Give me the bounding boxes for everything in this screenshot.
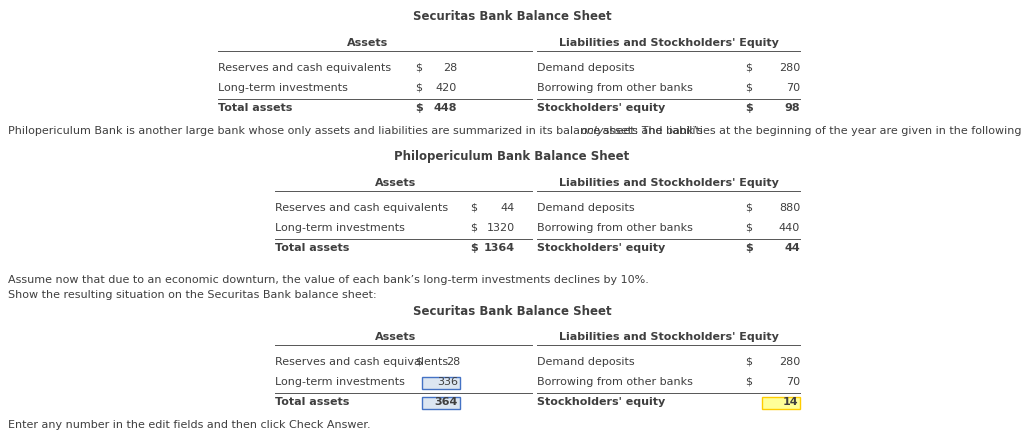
Text: Enter any number in the edit fields and then click Check Answer.: Enter any number in the edit fields and … (8, 420, 371, 430)
Text: 44: 44 (501, 203, 515, 213)
Text: 1320: 1320 (486, 223, 515, 233)
Text: $: $ (745, 203, 752, 213)
Text: Demand deposits: Demand deposits (537, 203, 635, 213)
Text: Total assets: Total assets (275, 243, 349, 253)
Text: Total assets: Total assets (275, 397, 349, 407)
Text: 44: 44 (784, 243, 800, 253)
Text: Stockholders' equity: Stockholders' equity (537, 103, 666, 113)
Text: Philopericulum Bank is another large bank whose only assets and liabilities are : Philopericulum Bank is another large ban… (8, 126, 707, 136)
Text: $: $ (415, 103, 423, 113)
Text: Assume now that due to an economic downturn, the value of each bank’s long-term : Assume now that due to an economic downt… (8, 275, 649, 285)
Text: Assets: Assets (376, 178, 417, 188)
Text: Liabilities and Stockholders' Equity: Liabilities and Stockholders' Equity (558, 332, 778, 342)
Text: $: $ (745, 103, 753, 113)
Text: Assets: Assets (347, 38, 388, 48)
Text: only: only (581, 126, 604, 136)
Text: Stockholders' equity: Stockholders' equity (537, 397, 666, 407)
Text: $: $ (470, 243, 478, 253)
Text: $: $ (745, 377, 752, 387)
Text: $: $ (415, 83, 422, 93)
Text: Long-term investments: Long-term investments (218, 83, 348, 93)
Text: 28: 28 (442, 63, 457, 73)
Bar (762, 397, 800, 409)
Text: 280: 280 (778, 63, 800, 73)
Text: $: $ (470, 223, 477, 233)
Text: 440: 440 (778, 223, 800, 233)
Text: Long-term investments: Long-term investments (275, 377, 404, 387)
Text: Demand deposits: Demand deposits (537, 63, 635, 73)
Text: Demand deposits: Demand deposits (537, 357, 635, 367)
Text: $: $ (745, 243, 753, 253)
Bar (422, 377, 460, 389)
Text: Reserves and cash equivalents: Reserves and cash equivalents (275, 357, 449, 367)
Text: Long-term investments: Long-term investments (275, 223, 404, 233)
Text: Stockholders' equity: Stockholders' equity (537, 243, 666, 253)
Text: 420: 420 (436, 83, 457, 93)
Text: $: $ (470, 203, 477, 213)
Text: 336: 336 (437, 377, 458, 387)
Text: Reserves and cash equivalents: Reserves and cash equivalents (275, 203, 449, 213)
Text: 880: 880 (778, 203, 800, 213)
Text: Securitas Bank Balance Sheet: Securitas Bank Balance Sheet (413, 10, 611, 23)
Text: Borrowing from other banks: Borrowing from other banks (537, 377, 693, 387)
Text: 70: 70 (785, 377, 800, 387)
Text: Liabilities and Stockholders' Equity: Liabilities and Stockholders' Equity (558, 178, 778, 188)
Text: Borrowing from other banks: Borrowing from other banks (537, 223, 693, 233)
Text: $: $ (745, 223, 752, 233)
Text: 448: 448 (433, 103, 457, 113)
Text: $: $ (745, 83, 752, 93)
Text: assets and liabilities at the beginning of the year are given in the following b: assets and liabilities at the beginning … (599, 126, 1024, 136)
Text: Assets: Assets (376, 332, 417, 342)
Text: Total assets: Total assets (218, 103, 293, 113)
Text: 1364: 1364 (484, 243, 515, 253)
Text: Securitas Bank Balance Sheet: Securitas Bank Balance Sheet (413, 305, 611, 318)
Text: Borrowing from other banks: Borrowing from other banks (537, 83, 693, 93)
Text: Reserves and cash equivalents: Reserves and cash equivalents (218, 63, 391, 73)
Text: 364: 364 (434, 397, 458, 407)
Text: 28: 28 (445, 357, 460, 367)
Text: 280: 280 (778, 357, 800, 367)
Text: Philopericulum Bank Balance Sheet: Philopericulum Bank Balance Sheet (394, 150, 630, 163)
Text: $: $ (745, 357, 752, 367)
Bar (422, 397, 460, 409)
Text: 14: 14 (782, 397, 798, 407)
Text: $: $ (415, 357, 422, 367)
Text: $: $ (415, 63, 422, 73)
Text: 70: 70 (785, 83, 800, 93)
Text: Show the resulting situation on the Securitas Bank balance sheet:: Show the resulting situation on the Secu… (8, 290, 377, 300)
Text: Liabilities and Stockholders' Equity: Liabilities and Stockholders' Equity (558, 38, 778, 48)
Text: 98: 98 (784, 103, 800, 113)
Text: $: $ (745, 63, 752, 73)
